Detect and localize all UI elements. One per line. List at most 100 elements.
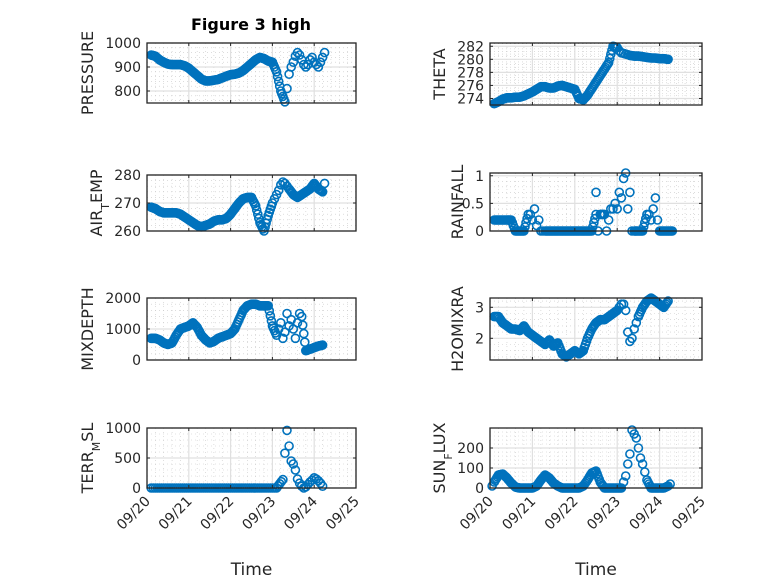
axes-box [489, 42, 703, 106]
data-point [522, 213, 532, 224]
data-point [622, 459, 633, 469]
y-tick-label: 100 [457, 461, 484, 477]
data-point [635, 453, 646, 463]
subplot-rainfall: 0 0.5 1 RAINFALL [448, 165, 703, 240]
y-tick-label: 800 [114, 84, 141, 100]
y-axis-label: SUNFLUX [430, 422, 455, 493]
data-point [614, 187, 625, 198]
y-tick-label: 0.5 [462, 196, 484, 212]
data-point [620, 305, 631, 316]
y-axis-label: PRESSURE [78, 31, 97, 115]
y-tick-label: 280 [457, 52, 484, 68]
data-point [631, 433, 642, 443]
data-point [307, 475, 317, 486]
data-point [286, 62, 297, 72]
y-tick-label: 0 [132, 481, 141, 497]
y-axis-label: THETA [430, 48, 449, 100]
y-tick-label: 200 [457, 441, 484, 457]
data-point [631, 317, 642, 328]
data-point [251, 205, 262, 215]
axes-box [489, 427, 703, 489]
data-point [618, 299, 629, 310]
data-point [611, 306, 621, 317]
data-point [278, 333, 288, 344]
y-axis-label: TERRMSL [78, 423, 103, 495]
y-axis-label: MIXDEPTH [78, 287, 97, 370]
data-point [265, 310, 276, 321]
y-tick-label: 3 [475, 300, 484, 316]
data-point [625, 187, 635, 198]
y-tick-label: 274 [457, 91, 484, 107]
data-point [276, 476, 287, 487]
data-point [270, 328, 281, 338]
data-point [319, 178, 330, 189]
data-point [316, 340, 327, 351]
data-point [616, 193, 627, 203]
y-tick-label: 280 [114, 168, 141, 184]
subplot-h2omixra: 2 3 H2OMIXRA [448, 286, 703, 372]
axes-box [146, 42, 357, 104]
data-point [625, 449, 635, 459]
data-point [284, 441, 294, 451]
axes-background [490, 173, 702, 231]
y-tick-label: 278 [457, 65, 484, 81]
data-point [633, 443, 644, 453]
data-point [266, 201, 277, 211]
data-point [591, 187, 601, 198]
axes-box [489, 297, 703, 361]
data-point [533, 215, 544, 225]
y-tick-label: 260 [114, 224, 141, 240]
x-axis-label: Time [230, 560, 273, 580]
data-point [605, 49, 616, 60]
y-tick-label: 1 [475, 169, 484, 185]
data-point [629, 324, 640, 334]
data-point [300, 62, 311, 72]
y-tick-label: 2000 [105, 291, 141, 307]
data-point [288, 57, 299, 68]
data-point [249, 198, 260, 209]
data-point [610, 198, 620, 209]
data-point [264, 305, 275, 316]
y-tick-label: 0 [475, 224, 484, 240]
data-point [319, 47, 330, 58]
data-point [618, 173, 629, 184]
data-point [298, 59, 309, 70]
data-point [648, 204, 659, 214]
data-point [272, 71, 283, 82]
axes-background [147, 43, 356, 103]
data-point [590, 213, 600, 224]
data-point [280, 448, 290, 459]
data-point [652, 215, 663, 225]
y-tick-label: 270 [114, 196, 141, 212]
data-point [275, 317, 286, 328]
data-point [273, 76, 284, 87]
data-point [294, 50, 305, 60]
y-tick-label: 0 [132, 353, 141, 369]
subplot-pressure: 800 900 1000 PRESSURE [78, 31, 357, 115]
data-point [292, 47, 303, 58]
data-point [627, 333, 637, 344]
data-point [622, 204, 633, 214]
data-point [589, 217, 599, 228]
y-tick-label: 500 [114, 451, 141, 467]
figure-title: Figure 3 high [191, 15, 311, 34]
data-point [282, 425, 292, 436]
y-tick-label: 1000 [105, 322, 141, 338]
data-point [639, 217, 650, 228]
x-axis-label: Time [574, 560, 617, 580]
data-point [608, 204, 618, 214]
data-point [290, 465, 301, 475]
data-point [529, 204, 540, 214]
data-point [315, 57, 326, 68]
data-point [261, 218, 271, 229]
data-point [612, 204, 623, 214]
data-point [603, 215, 614, 225]
data-point [662, 54, 672, 65]
data-point [313, 62, 324, 72]
data-point [252, 209, 263, 219]
data-point [521, 217, 531, 228]
y-tick-label: 0 [475, 481, 484, 497]
data-point [640, 213, 651, 224]
